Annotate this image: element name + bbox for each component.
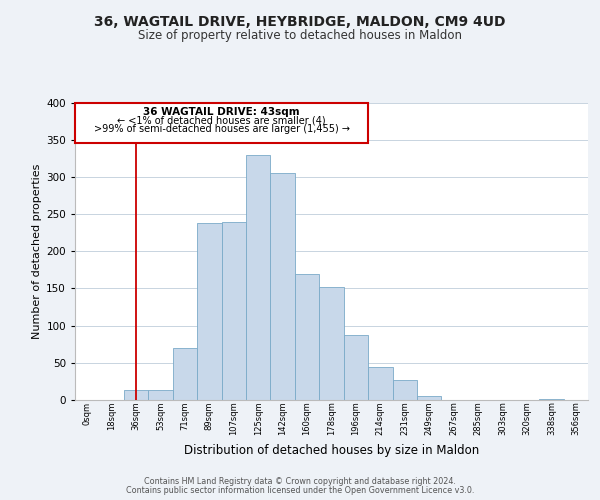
Y-axis label: Number of detached properties: Number of detached properties [32, 164, 42, 339]
Bar [221, 222, 246, 400]
Bar [368, 366, 392, 400]
Bar [197, 223, 221, 400]
Bar [148, 390, 173, 400]
Bar [319, 287, 344, 400]
Bar [124, 390, 148, 400]
Text: Contains public sector information licensed under the Open Government Licence v3: Contains public sector information licen… [126, 486, 474, 495]
Text: >99% of semi-detached houses are larger (1,455) →: >99% of semi-detached houses are larger … [94, 124, 350, 134]
Bar [246, 154, 271, 400]
Text: Size of property relative to detached houses in Maldon: Size of property relative to detached ho… [138, 28, 462, 42]
Bar [344, 334, 368, 400]
Text: ← <1% of detached houses are smaller (4): ← <1% of detached houses are smaller (4) [117, 116, 326, 126]
Bar [417, 396, 442, 400]
Text: 36 WAGTAIL DRIVE: 43sqm: 36 WAGTAIL DRIVE: 43sqm [143, 107, 300, 117]
Text: Contains HM Land Registry data © Crown copyright and database right 2024.: Contains HM Land Registry data © Crown c… [144, 477, 456, 486]
X-axis label: Distribution of detached houses by size in Maldon: Distribution of detached houses by size … [184, 444, 479, 456]
Bar [295, 274, 319, 400]
FancyBboxPatch shape [75, 102, 368, 144]
Bar [392, 380, 417, 400]
Bar [173, 348, 197, 400]
Bar [271, 173, 295, 400]
Text: 36, WAGTAIL DRIVE, HEYBRIDGE, MALDON, CM9 4UD: 36, WAGTAIL DRIVE, HEYBRIDGE, MALDON, CM… [94, 15, 506, 29]
